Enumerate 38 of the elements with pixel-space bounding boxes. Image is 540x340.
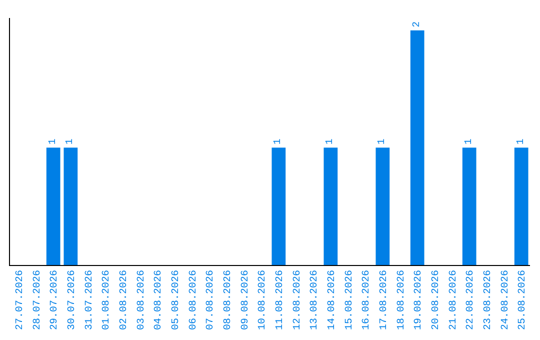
x-tick-label: 09.08.2026 <box>240 270 252 330</box>
x-tick-label: 24.08.2026 <box>500 270 512 330</box>
x-tick-label: 27.07.2026 <box>14 270 26 330</box>
x-tick-label: 23.08.2026 <box>482 270 494 330</box>
x-tick-label: 17.08.2026 <box>378 270 390 330</box>
x-tick-label: 12.08.2026 <box>292 270 304 330</box>
x-tick-label: 05.08.2026 <box>170 270 182 330</box>
data-label: 2 <box>412 21 423 28</box>
x-tick-label: 03.08.2026 <box>136 270 148 330</box>
x-tick-label: 25.08.2026 <box>518 270 529 330</box>
x-tick-label: 08.08.2026 <box>222 270 234 330</box>
data-label: 1 <box>65 138 76 145</box>
x-tick-label: 13.08.2026 <box>310 270 321 330</box>
data-label: 1 <box>377 138 388 145</box>
x-tick-label: 15.08.2026 <box>344 270 356 330</box>
x-tick-label: 31.07.2026 <box>84 270 96 330</box>
x-tick-label: 01.08.2026 <box>102 270 113 330</box>
x-tick-label: 16.08.2026 <box>362 270 373 330</box>
x-tick-label: 14.08.2026 <box>326 270 338 330</box>
data-label: 1 <box>516 138 527 145</box>
x-tick-label: 28.07.2026 <box>32 270 44 330</box>
x-tick-label: 02.08.2026 <box>118 270 130 330</box>
data-label: 1 <box>464 138 475 145</box>
x-tick-label: 10.08.2026 <box>258 270 269 330</box>
x-tick-label: 30.07.2026 <box>66 270 78 330</box>
data-label: 1 <box>48 138 59 145</box>
x-tick-label: 18.08.2026 <box>396 270 408 330</box>
x-tick-label: 22.08.2026 <box>466 270 477 330</box>
x-tick-label: 07.08.2026 <box>206 270 217 330</box>
x-tick-label: 29.07.2026 <box>50 270 61 330</box>
x-tick-label: 06.08.2026 <box>188 270 200 330</box>
data-label: 1 <box>273 138 284 145</box>
x-tick-label: 19.08.2026 <box>414 270 425 330</box>
x-tick-label: 21.08.2026 <box>448 270 460 330</box>
data-label: 1 <box>325 138 336 145</box>
x-tick-label: 11.08.2026 <box>274 270 286 330</box>
x-tick-label: 04.08.2026 <box>154 270 165 330</box>
x-tick-label: 20.08.2026 <box>430 270 442 330</box>
